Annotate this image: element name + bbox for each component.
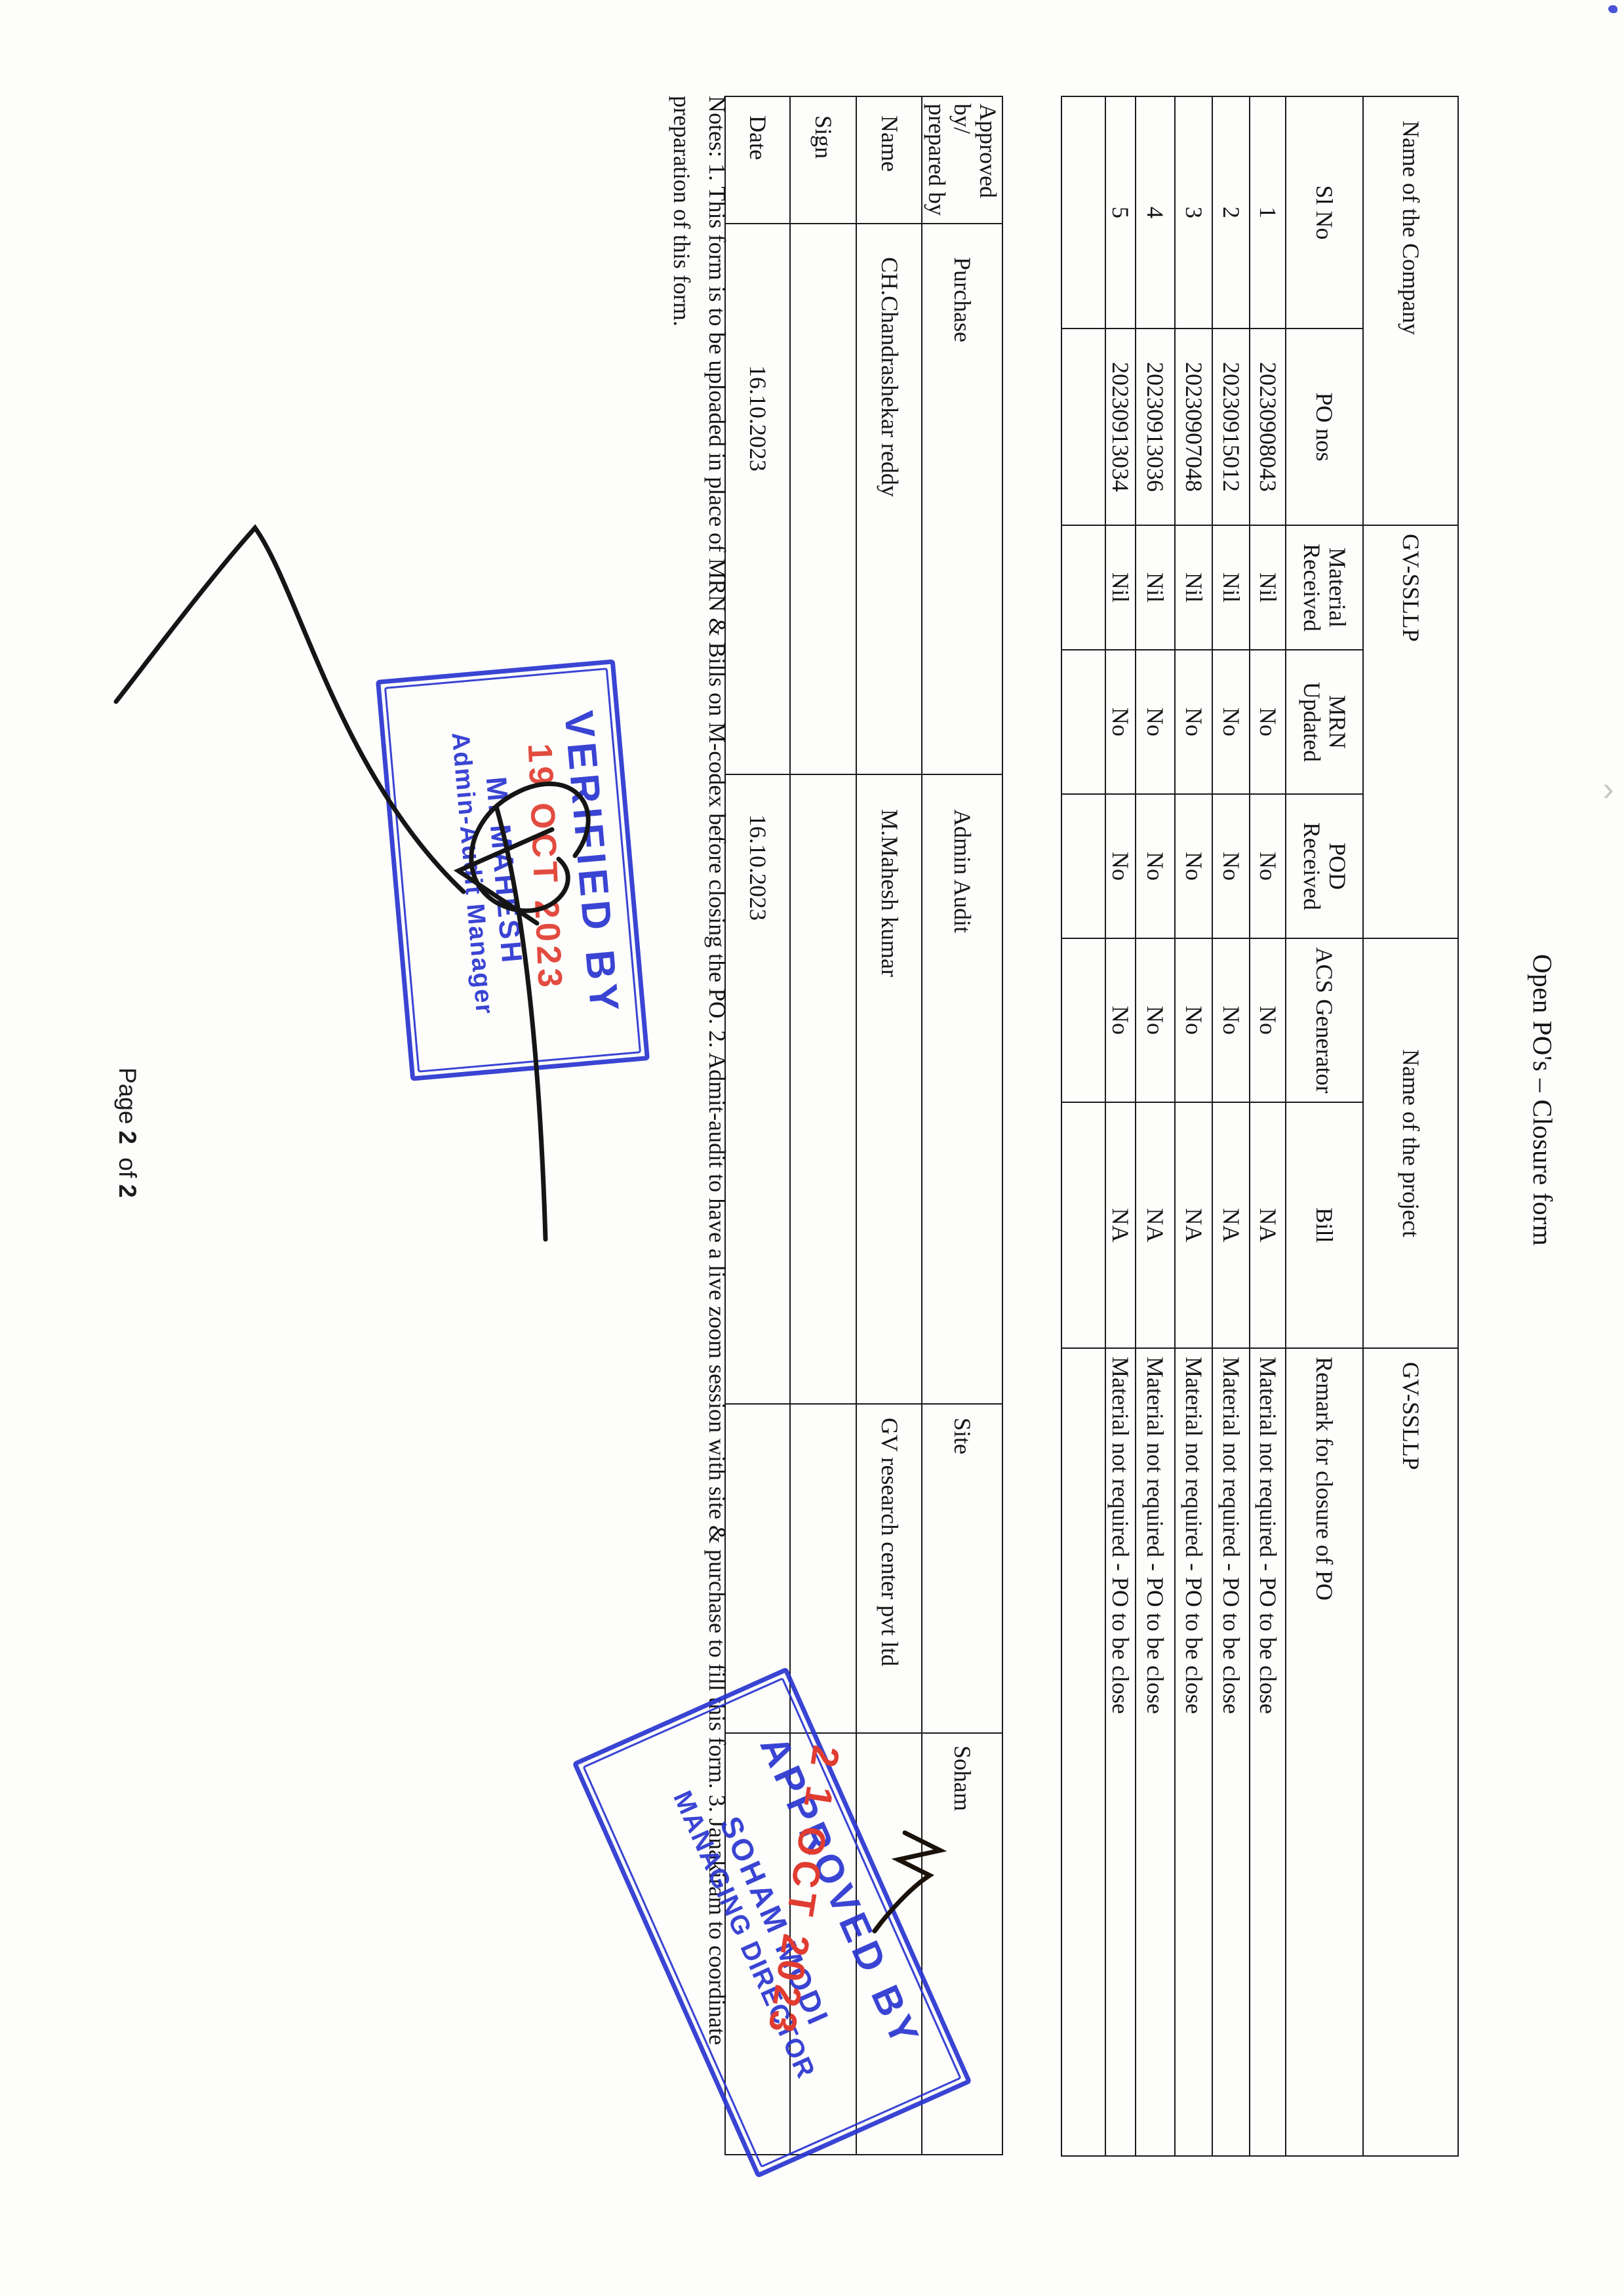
col-header-bill: Bill: [1286, 1102, 1363, 1349]
dept-header-admin-audit: Admin Audit: [922, 774, 1002, 1404]
name-of-project-label: Name of the project: [1363, 938, 1458, 1349]
soham-signature-squiggle: [872, 1830, 947, 1934]
cell-acs: No: [1136, 938, 1175, 1103]
name-admin-audit: M.Mahesh kumar: [856, 774, 922, 1404]
row-label-name: Name: [856, 96, 922, 224]
col-header-material: Material Received: [1286, 525, 1363, 650]
cell-sl: 1: [1250, 96, 1286, 329]
cell-material: Nil: [1105, 525, 1136, 650]
cell-material: Nil: [1212, 525, 1250, 650]
cell-acs: No: [1212, 938, 1250, 1103]
cell-mrn: No: [1105, 650, 1136, 795]
cell-remark: Material not required - PO to be close: [1250, 1348, 1286, 2157]
cell-remark: Material not required - PO to be close: [1105, 1348, 1136, 2157]
sign-purchase: [790, 224, 857, 774]
col-header-acs: ACS Generator: [1286, 938, 1363, 1103]
cell-pod: No: [1250, 794, 1286, 939]
po-row-1: 1 20230908043 Nil No No No NA Material n…: [1250, 96, 1286, 2157]
cell-acs: No: [1105, 938, 1136, 1103]
cell-material: Nil: [1136, 525, 1175, 650]
col-header-po-nos: PO nos: [1286, 329, 1363, 526]
cell-remark: Material not required - PO to be close: [1175, 1348, 1212, 2157]
sign-admin-audit: [790, 774, 857, 1404]
po-row-5: 5 20230913034 Nil No No No NA Material n…: [1105, 96, 1136, 2157]
cell-bill: NA: [1175, 1102, 1212, 1349]
row-label-sign: Sign: [790, 96, 857, 224]
po-row-empty: [1061, 96, 1105, 2157]
open-po-table: Name of the Company GV-SSLLP Name of the…: [1061, 96, 1459, 2157]
cell-remark: Material not required - PO to be close: [1136, 1348, 1175, 2157]
cell-bill: NA: [1212, 1102, 1250, 1349]
company-value: GV-SSLLP: [1363, 525, 1458, 939]
name-site: GV research center pvt ltd: [856, 1404, 922, 1733]
name-purchase: CH.Chandrashekar reddy: [856, 224, 922, 774]
col-header-remark: Remark for closure of PO: [1286, 1348, 1363, 2157]
dept-header-purchase: Purchase: [922, 224, 1002, 774]
po-table-header-row1: Name of the Company GV-SSLLP Name of the…: [1363, 96, 1458, 2157]
date-admin-audit: 16.10.2023: [725, 774, 791, 1404]
verified-signature: [113, 524, 591, 1242]
col-header-mrn: MRN Updated: [1286, 650, 1363, 795]
cell-remark: Material not required - PO to be close: [1212, 1348, 1250, 2157]
row-label-date: Date: [725, 96, 791, 224]
col-header-slno: Sl No: [1286, 96, 1363, 329]
cell-po: 20230907048: [1175, 329, 1212, 526]
po-row-3: 3 20230907048 Nil No No No NA Material n…: [1175, 96, 1212, 2157]
cell-po: 20230913034: [1105, 329, 1136, 526]
cell-acs: No: [1175, 938, 1212, 1103]
cell-pod: No: [1136, 794, 1175, 939]
po-row-2: 2 20230915012 Nil No No No NA Material n…: [1212, 96, 1250, 2157]
cell-pod: No: [1212, 794, 1250, 939]
form-title: Open PO's – Closure form: [1528, 954, 1558, 1247]
cell-mrn: No: [1212, 650, 1250, 795]
cell-bill: NA: [1105, 1102, 1136, 1349]
col-header-pod: POD Received: [1286, 794, 1363, 939]
cell-mrn: No: [1136, 650, 1175, 795]
cell-material: Nil: [1175, 525, 1212, 650]
cell-po: 20230913036: [1136, 329, 1175, 526]
cell-pod: No: [1105, 794, 1136, 939]
cell-sl: 5: [1105, 96, 1136, 329]
approved-by-label-line2: prepared by: [924, 104, 951, 216]
cell-material: Nil: [1250, 525, 1286, 650]
cell-bill: NA: [1136, 1102, 1175, 1349]
cell-acs: No: [1250, 938, 1286, 1103]
cell-mrn: No: [1175, 650, 1212, 795]
name-of-company-label: Name of the Company: [1363, 96, 1458, 526]
approved-by-label-line1: Approved by/: [949, 104, 1001, 198]
cell-po: 20230908043: [1250, 329, 1286, 526]
project-value: GV-SSLLP: [1363, 1348, 1458, 2157]
scan-artifact-chevron: ›: [1602, 770, 1614, 808]
cell-mrn: No: [1250, 650, 1286, 795]
cell-sl: 3: [1175, 96, 1212, 329]
scan-artifact-blue-speck: [1608, 5, 1617, 13]
cell-bill: NA: [1250, 1102, 1286, 1349]
date-purchase: 16.10.2023: [725, 224, 791, 774]
cell-sl: 4: [1136, 96, 1175, 329]
cell-pod: No: [1175, 794, 1212, 939]
dept-header-site: Site: [922, 1404, 1002, 1733]
po-row-4: 4 20230913036 Nil No No No NA Material n…: [1136, 96, 1175, 2157]
sign-site: [790, 1404, 857, 1733]
po-table-header-row2: Sl No PO nos Material Received MRN Updat…: [1286, 96, 1363, 2157]
cell-sl: 2: [1212, 96, 1250, 329]
cell-po: 20230915012: [1212, 329, 1250, 526]
